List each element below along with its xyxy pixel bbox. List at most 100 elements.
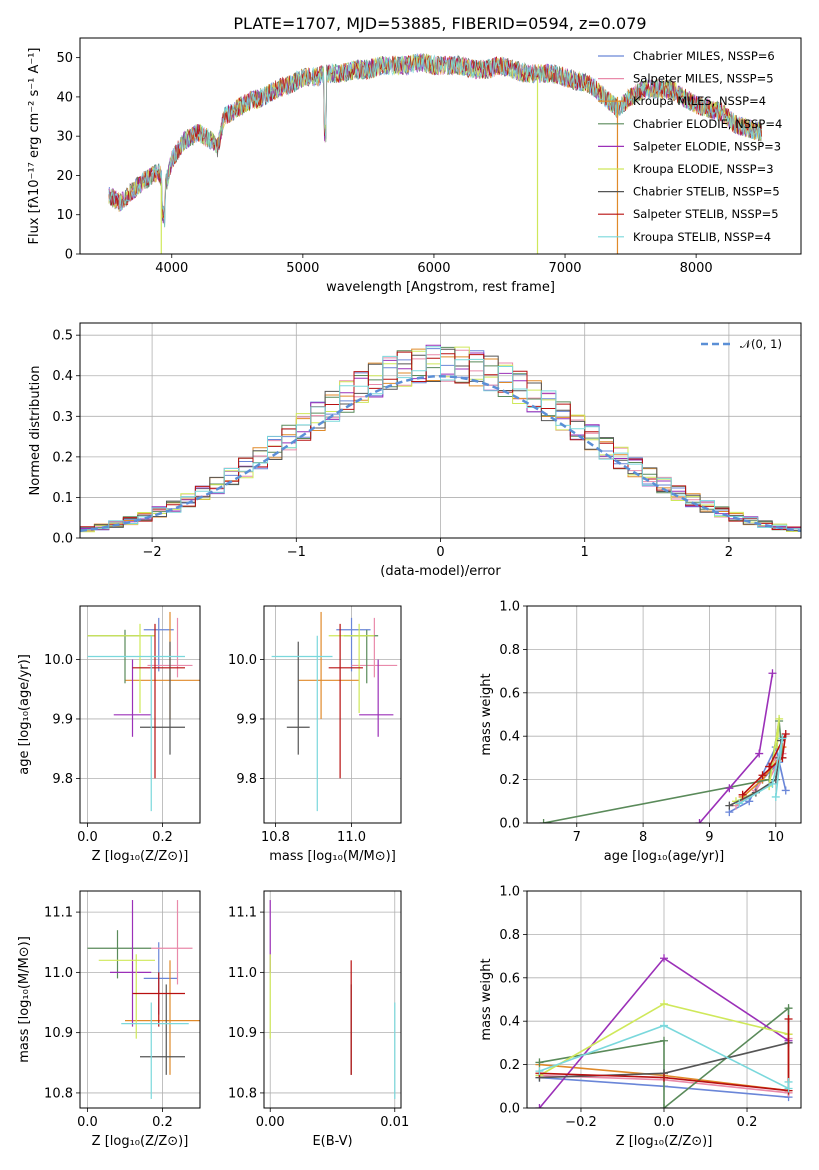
x-tick-label: 7000 — [548, 261, 581, 276]
x-axis-label: Z [log₁₀(Z/Z⊙)] — [92, 1134, 189, 1149]
y-tick-label: 9.9 — [236, 712, 257, 727]
weight-series-line — [539, 1019, 790, 1092]
y-tick-label: 0.5 — [52, 329, 73, 344]
y-tick-label: 0.2 — [499, 773, 520, 788]
ebv-mass-frame — [263, 890, 402, 1109]
spectrum-series-line — [108, 53, 762, 227]
weight-marker — [738, 790, 747, 799]
y-tick-label: 0.3 — [52, 410, 73, 425]
weight-marker — [768, 669, 777, 678]
y-tick-label: 0.0 — [499, 817, 520, 832]
weight-marker — [535, 1058, 544, 1067]
spectrum-plot — [108, 53, 763, 254]
y-tick-label: 0.4 — [499, 730, 520, 745]
weight-series-line — [698, 673, 774, 823]
x-axis-label: wavelength [Angstrom, rest frame] — [326, 280, 555, 295]
ebv-mass-plot — [264, 891, 401, 1108]
x-tick-label: 7 — [573, 830, 581, 845]
y-axis-label: age [log₁₀(age/yr)] — [17, 654, 32, 775]
y-tick-label: 11.0 — [44, 966, 73, 981]
x-tick-label: 0.0 — [654, 1115, 675, 1130]
spectrum-title: PLATE=1707, MJD=53885, FIBERID=0594, z=0… — [233, 14, 646, 33]
mass-age-frame — [263, 605, 402, 824]
x-tick-label: −0.2 — [565, 1115, 597, 1130]
y-tick-label: 0 — [65, 248, 73, 263]
x-tick-label: 10 — [768, 830, 785, 845]
y-tick-label: 40 — [56, 90, 73, 105]
weight-marker — [535, 1104, 544, 1108]
y-tick-label: 30 — [56, 130, 73, 145]
mass-age-plot — [264, 606, 401, 823]
x-tick-label: 6000 — [417, 261, 450, 276]
legend-label: Salpeter STELIB, NSSP=5 — [633, 207, 779, 221]
x-tick-label: −2 — [143, 545, 162, 560]
weight-marker — [725, 784, 734, 793]
x-tick-label: 4000 — [155, 261, 188, 276]
weight-marker — [784, 1004, 793, 1013]
weight-marker — [784, 1015, 793, 1024]
y-tick-label: 10.9 — [228, 1026, 257, 1041]
z-mass-plot — [80, 891, 200, 1108]
legend-label: 𝒩(0, 1) — [740, 337, 782, 351]
legend-label: Kroupa STELIB, NSSP=4 — [633, 230, 771, 244]
x-tick-label: 5000 — [286, 261, 319, 276]
x-tick-label: 2 — [725, 545, 733, 560]
legend-label: Salpeter ELODIE, NSSP=3 — [633, 139, 781, 153]
y-tick-label: 50 — [56, 51, 73, 66]
z-weight-plot — [527, 891, 801, 1108]
age-weight-plot — [527, 606, 801, 823]
x-tick-label: 8 — [639, 830, 647, 845]
y-tick-label: 0.1 — [52, 491, 73, 506]
y-axis-label: Flux [fλ10⁻¹⁷ erg cm⁻² s⁻¹ A⁻¹] — [27, 48, 42, 245]
weight-marker — [535, 1067, 544, 1076]
y-tick-label: 0.8 — [499, 643, 520, 658]
x-axis-label: Z [log₁₀(Z/Z⊙)] — [616, 1134, 713, 1149]
y-tick-label: 0.4 — [52, 369, 73, 384]
x-axis-label: E(B-V) — [312, 1134, 352, 1149]
weight-marker — [735, 799, 744, 808]
z-age-plot — [80, 606, 200, 823]
y-tick-label: 20 — [56, 169, 73, 184]
y-tick-label: 9.9 — [52, 712, 73, 727]
x-tick-label: −1 — [287, 545, 306, 560]
y-tick-label: 10.8 — [228, 1086, 257, 1101]
weight-marker — [778, 734, 787, 743]
x-tick-label: 0 — [436, 545, 444, 560]
weight-marker — [775, 714, 784, 723]
legend-label: Kroupa MILES, NSSP=4 — [633, 94, 766, 108]
y-tick-label: 0.0 — [52, 532, 73, 547]
y-tick-label: 0.2 — [52, 450, 73, 465]
y-axis-label: mass weight — [479, 958, 494, 1040]
y-tick-label: 0.2 — [499, 1058, 520, 1073]
weight-marker — [660, 954, 668, 963]
x-tick-label: 0.2 — [737, 1115, 758, 1130]
y-tick-label: 9.8 — [52, 772, 73, 787]
x-axis-label: (data-model)/error — [380, 564, 501, 579]
weight-marker — [745, 797, 754, 806]
y-tick-label: 10.0 — [44, 653, 73, 668]
weight-marker — [660, 1021, 668, 1030]
weight-marker — [755, 749, 764, 758]
y-tick-label: 10.0 — [228, 653, 257, 668]
y-tick-label: 10.9 — [44, 1026, 73, 1041]
weight-marker — [660, 999, 668, 1008]
y-tick-label: 10 — [56, 208, 73, 223]
y-tick-label: 0.8 — [499, 928, 520, 943]
x-tick-label: 0.0 — [77, 830, 98, 845]
y-tick-label: 0.0 — [499, 1102, 520, 1117]
z-mass-frame — [79, 890, 201, 1109]
weight-marker — [660, 1036, 668, 1045]
weight-marker — [784, 1077, 793, 1086]
y-tick-label: 1.0 — [499, 885, 520, 900]
normal-reference-curve — [80, 374, 801, 533]
legend-label: Salpeter MILES, NSSP=5 — [633, 72, 774, 86]
weight-marker — [539, 819, 548, 823]
weight-marker — [758, 771, 767, 780]
y-axis-label: mass [log₁₀(M/M⊙)] — [17, 936, 32, 1063]
y-tick-label: 11.1 — [44, 906, 73, 921]
legend-label: Kroupa ELODIE, NSSP=3 — [633, 162, 774, 176]
z-age-frame — [79, 605, 201, 824]
x-axis-label: age [log₁₀(age/yr)] — [604, 849, 725, 864]
weight-marker — [768, 779, 777, 788]
